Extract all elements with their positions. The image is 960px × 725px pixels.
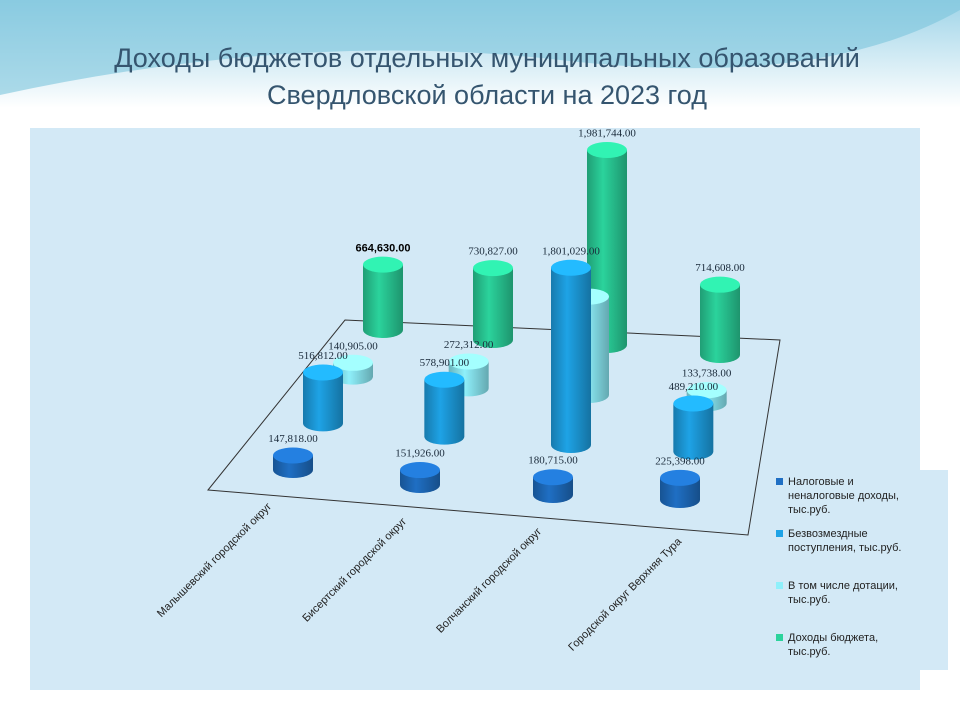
- cylinder-top: [673, 395, 714, 412]
- cylinder-top: [273, 447, 313, 464]
- value-label: 147,818.00: [268, 433, 318, 445]
- cylinder-top: [400, 462, 440, 479]
- cylinder: [303, 372, 343, 432]
- cylinder-top: [303, 364, 343, 381]
- cylinder: [660, 477, 700, 508]
- cylinder-top: [551, 259, 591, 276]
- legend-label: Налоговые и неналоговые доходы, тыс.руб.: [788, 476, 899, 516]
- legend-swatch: [776, 582, 783, 589]
- value-label: 180,715.00: [528, 455, 578, 467]
- cylinder-top: [587, 142, 627, 158]
- title-line: Доходы бюджетов отдельных муниципальных …: [114, 43, 860, 73]
- cylinder-top: [686, 382, 727, 399]
- value-label: 1,981,744.00: [578, 128, 636, 140]
- legend-swatch: [776, 530, 783, 537]
- value-label: 730,827.00: [468, 246, 518, 258]
- cylinder-top: [424, 371, 465, 388]
- value-label: 272,312.00: [444, 339, 494, 351]
- cylinder-top: [700, 276, 740, 293]
- value-label: 140,905.00: [328, 340, 378, 352]
- value-label: 225,398.00: [655, 455, 705, 467]
- value-label: 664,630.00: [355, 243, 410, 255]
- legend-label: Доходы бюджета, тыс.руб.: [788, 632, 878, 658]
- legend-swatch: [776, 478, 783, 485]
- legend-swatch: [776, 634, 783, 641]
- cylinder: [473, 268, 513, 348]
- cylinder: [363, 264, 403, 338]
- wave: [0, 0, 960, 95]
- value-label: 151,926.00: [395, 448, 445, 460]
- value-label: 489,210.00: [669, 381, 719, 393]
- legend-label: В том числе дотации, тыс.руб.: [788, 580, 898, 606]
- cylinder-top: [333, 354, 373, 371]
- value-label: 516,812.00: [298, 350, 348, 362]
- cylinder: [673, 403, 714, 460]
- legend-label: Безвозмездные поступления, тыс.руб.: [788, 528, 902, 554]
- value-label: 1,801,029.00: [542, 245, 600, 257]
- cylinder: [424, 379, 465, 445]
- cylinder-top: [533, 469, 573, 486]
- cylinder-top: [660, 469, 700, 486]
- legend: [770, 470, 948, 670]
- value-label: 133,738.00: [682, 368, 732, 380]
- cylinder-top: [363, 256, 403, 273]
- cylinder: [551, 267, 591, 453]
- title-line: Свердловской области на 2023 год: [267, 80, 707, 110]
- cylinder: [700, 284, 740, 363]
- cylinder-top: [448, 353, 489, 370]
- value-label: 578,901.00: [420, 357, 470, 369]
- floor: [207, 319, 781, 536]
- cylinder-top: [473, 260, 513, 277]
- value-label: 714,608.00: [695, 262, 745, 274]
